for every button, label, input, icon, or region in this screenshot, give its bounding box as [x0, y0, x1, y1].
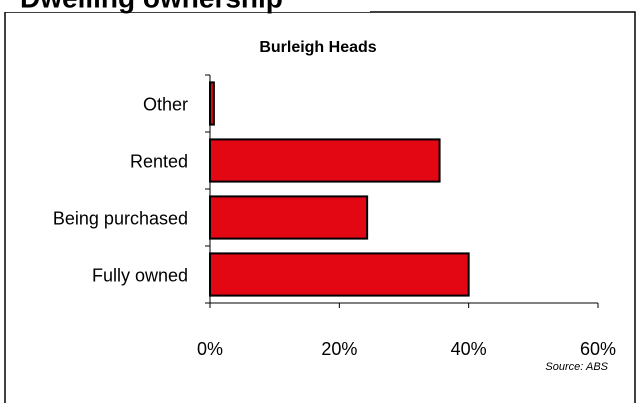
- x-tick-label: 0%: [197, 339, 223, 359]
- chart-title: Dwelling ownership: [20, 0, 283, 13]
- chart-subtitle: Burleigh Heads: [259, 39, 376, 56]
- x-tick-label: 60%: [580, 339, 616, 359]
- bar: [209, 81, 215, 126]
- x-tick-label: 40%: [451, 339, 487, 359]
- bar: [209, 252, 470, 297]
- title-backdrop: [0, 0, 370, 12]
- source-note: Source: ABS: [545, 361, 608, 373]
- bar: [209, 138, 441, 183]
- x-tick-label: 20%: [321, 339, 357, 359]
- y-tick-label: Being purchased: [53, 208, 188, 228]
- y-tick-label: Rented: [130, 151, 188, 171]
- bar: [209, 195, 369, 240]
- y-tick-label: Fully owned: [92, 265, 188, 285]
- y-tick-label: Other: [143, 94, 188, 114]
